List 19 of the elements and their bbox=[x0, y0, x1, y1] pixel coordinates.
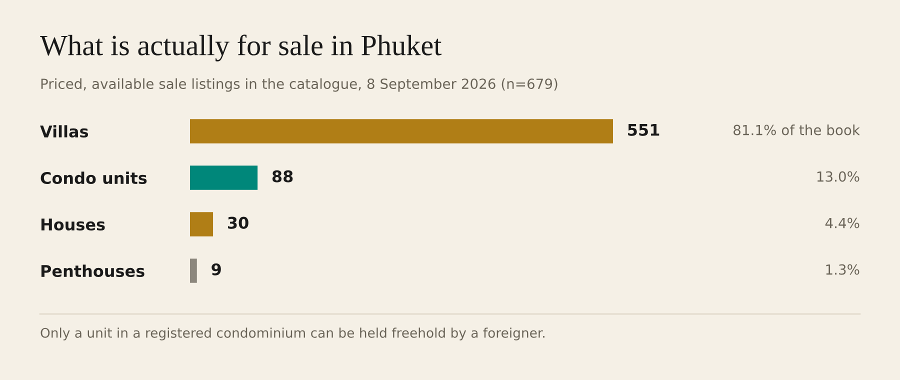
bar bbox=[190, 212, 214, 236]
data-label: 9 bbox=[212, 263, 221, 276]
y-tick-label: Condo units bbox=[40, 172, 147, 184]
bar bbox=[190, 119, 613, 144]
text: 81.1% of the book bbox=[734, 124, 860, 136]
data-label: 88 bbox=[272, 170, 293, 182]
bar bbox=[190, 166, 258, 190]
chart-subtitle: Priced, available sale listings in the catalogue, 8 September 2026 (n=679) bbox=[41, 78, 558, 92]
text: 13.0% bbox=[817, 171, 860, 182]
text: Only a unit in a registered condominium can be held freehold by a foreigner. bbox=[40, 328, 544, 340]
text: 4.4% bbox=[825, 218, 860, 228]
data-label: 30 bbox=[228, 216, 248, 229]
bar bbox=[190, 258, 197, 283]
y-tick-label: Villas bbox=[40, 125, 88, 138]
chart-title: What is actually for sale in Phuket bbox=[40, 34, 442, 62]
text: 1.3% bbox=[826, 264, 860, 275]
y-tick-label: Houses bbox=[41, 218, 105, 231]
data-label: 551 bbox=[628, 124, 660, 136]
y-tick-label: Penthouses bbox=[41, 264, 144, 278]
